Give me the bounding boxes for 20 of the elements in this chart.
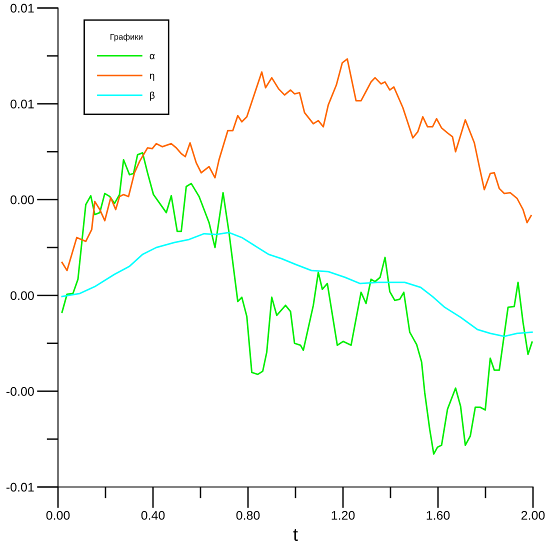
y-tick-label: -0.00: [6, 387, 34, 396]
legend-label: β: [150, 92, 155, 101]
y-tick-label: 0.01: [10, 4, 34, 13]
legend-title: Графики: [110, 34, 142, 42]
x-tick-label: 2.00: [521, 510, 545, 520]
y-tick-label: 0.00: [10, 291, 34, 300]
line-series: [61, 152, 533, 455]
x-axis-title: t: [293, 529, 298, 541]
x-tick-label: 0.40: [141, 510, 165, 520]
y-tick-label: -0.01: [6, 482, 34, 492]
legend-label: α: [150, 54, 155, 60]
x-tick-label: 0.80: [236, 510, 260, 520]
x-tick-label: 0.00: [46, 510, 70, 520]
line-series: [61, 58, 532, 272]
x-tick-label: 1.60: [426, 510, 450, 520]
y-tick-label: 0.01: [10, 100, 34, 108]
line-series: [61, 232, 533, 338]
x-tick-label: 1.20: [332, 510, 355, 520]
y-tick-label: 0.00: [10, 195, 34, 204]
legend-label: η: [150, 74, 154, 81]
